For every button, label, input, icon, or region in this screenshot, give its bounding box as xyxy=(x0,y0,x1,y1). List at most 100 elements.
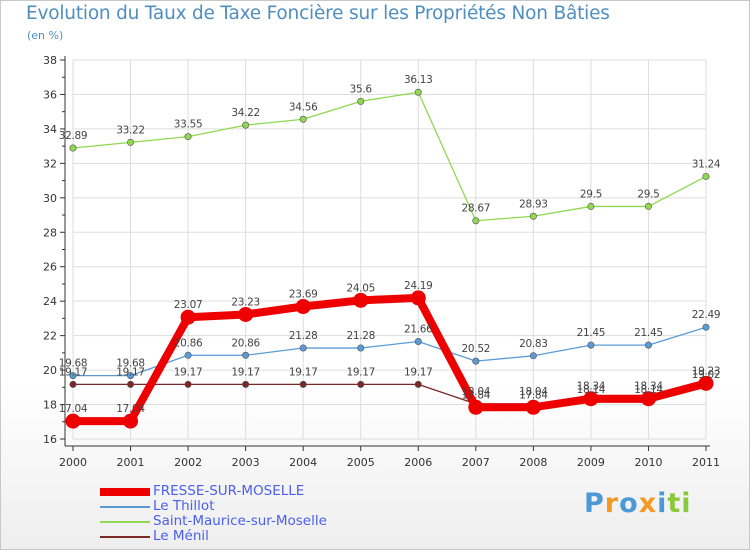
data-label-fresse-sur-moselle: 17.04 xyxy=(59,403,88,415)
data-point-fresse-sur-moselle xyxy=(698,375,714,391)
data-point-le-menil xyxy=(414,380,422,388)
data-label-saint-maurice-sur-moselle: 35.6 xyxy=(350,83,373,95)
y-tick-label: 32 xyxy=(43,157,57,170)
data-label-fresse-sur-moselle: 19.23 xyxy=(692,365,721,377)
data-label-le-menil: 18.04 xyxy=(519,386,548,398)
data-label-le-thillot: 21.45 xyxy=(634,327,663,339)
data-label-le-thillot: 21.45 xyxy=(577,327,606,339)
data-point-fresse-sur-moselle xyxy=(410,290,426,306)
data-label-fresse-sur-moselle: 23.23 xyxy=(231,296,260,308)
y-tick-label: 34 xyxy=(43,123,57,136)
data-point-le-thillot xyxy=(69,372,77,380)
data-label-le-menil: 19.17 xyxy=(289,366,318,378)
legend-label: Le Ménil xyxy=(153,528,209,544)
data-label-le-thillot: 21.66 xyxy=(404,323,433,335)
data-point-fresse-sur-moselle xyxy=(583,391,599,407)
data-point-le-thillot xyxy=(702,323,710,331)
x-tick-label: 2002 xyxy=(174,456,202,469)
x-tick-label: 2001 xyxy=(117,456,145,469)
data-label-fresse-sur-moselle: 17.84 xyxy=(462,389,491,401)
data-label-fresse-sur-moselle: 18.34 xyxy=(634,381,663,393)
x-tick-label: 2007 xyxy=(462,456,490,469)
data-point-saint-maurice-sur-moselle xyxy=(644,202,652,210)
data-label-saint-maurice-sur-moselle: 31.24 xyxy=(692,158,721,170)
data-point-le-menil xyxy=(357,380,365,388)
data-point-fresse-sur-moselle xyxy=(295,299,311,315)
data-point-saint-maurice-sur-moselle xyxy=(69,144,77,152)
data-point-saint-maurice-sur-moselle xyxy=(702,172,710,180)
data-point-le-menil xyxy=(127,380,135,388)
data-label-le-menil: 19.02 xyxy=(692,369,721,381)
legend-label: Le Thillot xyxy=(153,498,215,514)
legend-item-saint-maurice: Saint-Maurice-sur-Moselle xyxy=(100,514,327,529)
data-label-le-menil: 18.14 xyxy=(577,384,606,396)
data-label-saint-maurice-sur-moselle: 34.22 xyxy=(231,107,260,119)
data-point-fresse-sur-moselle xyxy=(525,399,541,415)
data-label-le-thillot: 21.28 xyxy=(289,330,318,342)
data-point-saint-maurice-sur-moselle xyxy=(242,121,250,129)
data-label-fresse-sur-moselle: 17.04 xyxy=(116,403,145,415)
data-label-le-menil: 19.17 xyxy=(116,366,145,378)
x-tick-label: 2009 xyxy=(577,456,605,469)
proxiti-logo: Proxiti xyxy=(584,488,692,519)
data-label-saint-maurice-sur-moselle: 29.5 xyxy=(580,188,602,200)
x-tick-label: 2005 xyxy=(347,456,375,469)
data-label-le-thillot: 21.28 xyxy=(346,330,375,342)
legend-swatch xyxy=(100,487,150,496)
data-label-le-menil: 19.17 xyxy=(59,366,88,378)
data-label-le-menil: 19.17 xyxy=(346,366,375,378)
data-label-le-thillot: 19.68 xyxy=(59,358,88,370)
data-point-fresse-sur-moselle xyxy=(353,292,369,308)
data-point-le-menil xyxy=(299,380,307,388)
data-point-le-thillot xyxy=(529,352,537,360)
data-point-le-thillot xyxy=(414,337,422,345)
x-tick-label: 2010 xyxy=(634,456,662,469)
x-tick-label: 2000 xyxy=(59,456,87,469)
data-point-saint-maurice-sur-moselle xyxy=(529,212,537,220)
data-point-le-thillot xyxy=(472,357,480,365)
data-point-saint-maurice-sur-moselle xyxy=(184,133,192,141)
data-label-saint-maurice-sur-moselle: 33.55 xyxy=(174,119,203,131)
y-tick-label: 38 xyxy=(43,54,57,67)
data-point-le-menil xyxy=(69,380,77,388)
data-label-le-thillot: 20.83 xyxy=(519,338,548,350)
data-point-fresse-sur-moselle xyxy=(180,309,196,325)
data-point-le-thillot xyxy=(184,351,192,359)
unit-label: (en %) xyxy=(27,29,64,42)
data-label-saint-maurice-sur-moselle: 36.13 xyxy=(404,74,433,86)
data-label-fresse-sur-moselle: 18.34 xyxy=(577,381,606,393)
data-point-le-thillot xyxy=(587,341,595,349)
chart-title: Evolution du Taux de Taxe Foncière sur l… xyxy=(26,3,610,24)
data-point-saint-maurice-sur-moselle xyxy=(414,88,422,96)
data-label-fresse-sur-moselle: 23.07 xyxy=(174,299,203,311)
y-tick-label: 36 xyxy=(43,88,57,101)
y-tick-label: 28 xyxy=(43,226,57,239)
y-tick-label: 22 xyxy=(43,330,57,343)
data-label-saint-maurice-sur-moselle: 32.89 xyxy=(59,130,88,142)
x-tick-label: 2008 xyxy=(519,456,547,469)
data-point-le-menil xyxy=(242,380,250,388)
legend: FRESSE-SUR-MOSELLE Le Thillot Saint-Maur… xyxy=(100,484,327,544)
data-point-saint-maurice-sur-moselle xyxy=(587,202,595,210)
x-tick-label: 2004 xyxy=(289,456,317,469)
series-line-saint-maurice-sur-moselle xyxy=(72,91,707,222)
data-point-le-thillot xyxy=(299,344,307,352)
data-point-le-thillot xyxy=(357,344,365,352)
legend-label: FRESSE-SUR-MOSELLE xyxy=(153,483,305,499)
data-point-le-thillot xyxy=(127,372,135,380)
x-tick-label: 2003 xyxy=(232,456,260,469)
y-tick-label: 26 xyxy=(43,261,57,274)
data-label-saint-maurice-sur-moselle: 29.5 xyxy=(637,188,659,200)
data-label-le-menil: 18.14 xyxy=(634,384,663,396)
legend-swatch xyxy=(100,535,150,538)
data-point-saint-maurice-sur-moselle xyxy=(127,138,135,146)
data-point-le-thillot xyxy=(644,341,652,349)
data-label-saint-maurice-sur-moselle: 28.67 xyxy=(462,203,491,215)
legend-item-fresse: FRESSE-SUR-MOSELLE xyxy=(100,484,327,499)
data-label-saint-maurice-sur-moselle: 28.93 xyxy=(519,198,548,210)
y-tick-label: 24 xyxy=(43,295,57,308)
x-tick-label: 2011 xyxy=(692,456,720,469)
series-line-le-thillot xyxy=(73,326,707,377)
data-point-saint-maurice-sur-moselle xyxy=(299,115,307,123)
